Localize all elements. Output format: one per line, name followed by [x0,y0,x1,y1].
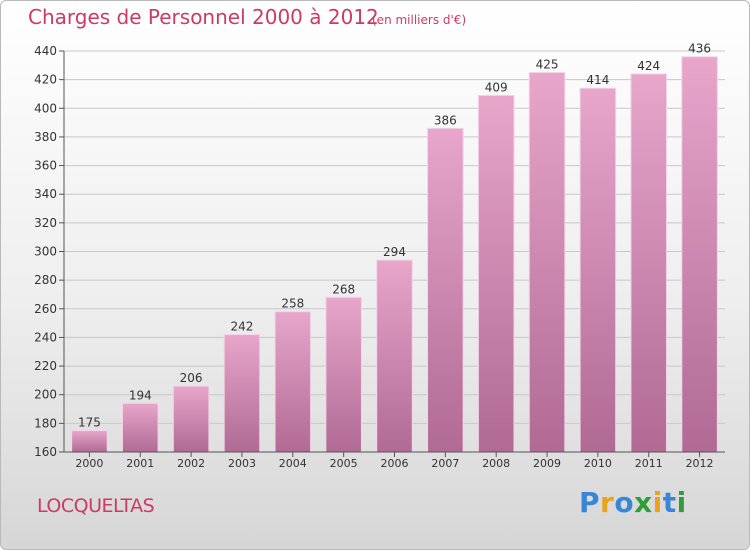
bar [172,385,210,453]
y-tick-label: 380 [34,130,57,144]
y-axis-ticks: 160 180 200 220 240 260 280 300 320 340 360 380 400 4… [34,44,64,459]
bar [325,296,362,453]
data-label: 436 [688,42,711,56]
bar [121,402,159,453]
y-tick-label: 300 [34,245,57,259]
bar [579,87,617,453]
data-label: 414 [586,73,609,87]
logo-letter: x [634,486,653,519]
x-tick-label: 2008 [482,457,510,470]
data-label: 194 [129,388,152,402]
logo-letter: o [614,486,635,519]
bar [274,311,312,453]
bar [477,94,515,453]
y-tick-label: 400 [34,101,57,115]
y-tick-label: 440 [34,44,57,58]
y-tick-label: 320 [34,216,57,230]
bars [71,56,718,453]
data-label: 425 [536,57,559,71]
x-tick-label: 2003 [228,457,256,470]
x-tick-label: 2010 [584,457,612,470]
logo-letter: i [676,486,687,519]
bar [427,127,464,453]
x-tick-label: 2004 [279,457,307,470]
data-label: 242 [231,320,254,334]
bar [630,73,668,453]
y-tick-label: 420 [34,73,57,87]
y-tick-label: 160 [34,445,57,459]
bar [528,71,566,453]
x-tick-label: 2005 [330,457,358,470]
data-label: 409 [485,80,508,94]
data-label: 386 [434,113,457,127]
data-label: 294 [383,245,406,259]
y-tick-label: 340 [34,187,57,201]
bar [681,56,718,453]
x-tick-label: 2001 [126,457,154,470]
chart-title: Charges de Personnel 2000 à 2012 [28,5,379,29]
y-tick-label: 260 [34,302,57,316]
data-labels: 175 194 206 242 258 268 294 386 409 425 414 424 436 [78,42,711,430]
y-tick-label: 280 [34,273,57,287]
y-tick-label: 180 [34,416,57,430]
x-tick-label: 2012 [686,457,714,470]
bar [376,259,413,453]
x-tick-label: 2011 [635,457,663,470]
chart-subtitle: (en milliers d'€) [372,13,467,27]
logo-letter: P [579,486,601,519]
bar [71,430,108,453]
data-label: 175 [78,416,101,430]
data-label: 206 [180,371,203,385]
x-tick-label: 2000 [75,457,103,470]
x-tick-label: 2006 [381,457,409,470]
y-tick-label: 220 [34,359,57,373]
bar [223,334,261,453]
x-tick-label: 2002 [177,457,205,470]
axes [63,51,725,453]
x-tick-label: 2009 [533,457,561,470]
x-tick-label: 2007 [431,457,459,470]
y-tick-label: 360 [34,159,57,173]
place-name: LOCQUELTAS [37,495,155,517]
data-label: 424 [637,59,660,73]
x-axis-ticks: 2000 2001 2002 2003 2004 2005 2006 2007 2008 2009… [75,452,714,470]
logo-letter: i [652,486,663,519]
logo-letter: t [662,486,677,519]
y-tick-label: 200 [34,388,57,402]
logo-letter: r [600,486,615,519]
data-label: 258 [281,297,304,311]
data-label: 268 [332,282,355,296]
proxiti-logo[interactable]: Proxiti [579,486,687,519]
y-tick-label: 240 [34,330,57,344]
